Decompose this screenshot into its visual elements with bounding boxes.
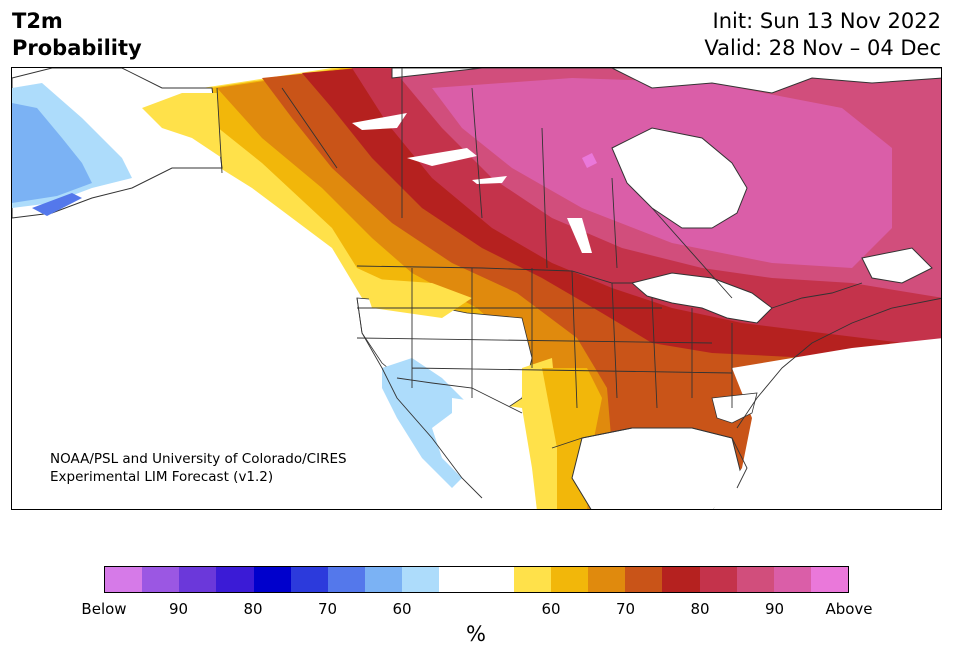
forecast-dates: Init: Sun 13 Nov 2022 Valid: 28 Nov – 04… bbox=[704, 8, 941, 62]
colorbar-tick-label: 90 bbox=[168, 600, 189, 618]
colorbar-tick-label: 60 bbox=[541, 600, 561, 618]
band-below-65-ak bbox=[32, 193, 82, 216]
colorbar-segment bbox=[513, 567, 551, 592]
colorbar-segment bbox=[327, 567, 366, 592]
coastline-pacific bbox=[356, 297, 483, 499]
canada-province-lines bbox=[281, 68, 733, 299]
colorbar-segment bbox=[105, 567, 143, 592]
colorbar-segment bbox=[550, 567, 589, 592]
credit-line-1: NOAA/PSL and University of Colorado/CIRE… bbox=[50, 451, 347, 467]
credit-line-2: Experimental LIM Forecast (v1.2) bbox=[50, 469, 274, 485]
colorbar-segment bbox=[699, 567, 737, 592]
atlantic-ocean bbox=[713, 338, 941, 509]
product-label: Probability bbox=[12, 36, 142, 60]
colorbar-segment bbox=[290, 567, 328, 592]
colorbar-segment bbox=[588, 567, 626, 592]
colorbar-segment bbox=[179, 567, 217, 592]
colorbar-unit-label: % bbox=[466, 622, 486, 646]
arctic-water bbox=[391, 68, 941, 94]
lake-athabasca bbox=[472, 176, 507, 184]
colorbar-segment bbox=[773, 567, 811, 592]
us-canada-border-east bbox=[771, 282, 863, 309]
colorbar-segment bbox=[476, 567, 514, 592]
pacific-ocean bbox=[12, 168, 511, 509]
credit-text: NOAA/PSL and University of Colorado/CIRE… bbox=[50, 450, 347, 486]
gulf-st-lawrence bbox=[861, 247, 933, 284]
borders bbox=[216, 68, 941, 499]
colorbar-segment bbox=[439, 567, 477, 592]
colorbar-tick-label: 70 bbox=[615, 600, 636, 618]
band-below-60-ak bbox=[12, 103, 92, 203]
forecast-map: NOAA/PSL and University of Colorado/CIRE… bbox=[11, 67, 942, 510]
lake-winnipeg bbox=[567, 218, 592, 253]
colorbar-tick-label: 70 bbox=[317, 600, 338, 618]
map-canvas bbox=[12, 68, 941, 509]
us-state-lines bbox=[356, 268, 733, 409]
colorbar-segment bbox=[142, 567, 180, 592]
colorbar-segment bbox=[736, 567, 774, 592]
band-below-55-sw bbox=[382, 358, 472, 488]
band-above-55-ak-east bbox=[142, 93, 222, 158]
colorbar-segment bbox=[216, 567, 254, 592]
probability-colorbar bbox=[104, 566, 849, 593]
colorbar-segment bbox=[365, 567, 403, 592]
valid-date: Valid: 28 Nov – 04 Dec bbox=[704, 36, 941, 60]
colorbar-segment bbox=[625, 567, 663, 592]
colorbar-tick-label: Above bbox=[825, 600, 873, 618]
great-lakes bbox=[630, 272, 773, 324]
colorbar-segment bbox=[810, 567, 849, 592]
great-slave-lake bbox=[352, 113, 407, 130]
gulf-of-mexico bbox=[571, 427, 743, 509]
colorbar-segment bbox=[253, 567, 291, 592]
alaska-border bbox=[216, 87, 223, 174]
mexico-neutral bbox=[452, 398, 537, 509]
hudson-bay bbox=[611, 127, 748, 229]
colorbar-tick-label: 90 bbox=[764, 600, 785, 618]
colorbar-tick-label: 80 bbox=[243, 600, 263, 618]
band-above-95 bbox=[582, 153, 597, 168]
variable-label: T2m bbox=[12, 9, 63, 33]
map-title: T2m Probability bbox=[12, 8, 142, 62]
coastline-gulf bbox=[551, 427, 748, 489]
great-bear-lake bbox=[407, 148, 477, 166]
colorbar-tick-label: 80 bbox=[690, 600, 710, 618]
colorbar-segment bbox=[662, 567, 700, 592]
init-date: Init: Sun 13 Nov 2022 bbox=[712, 9, 941, 33]
colorbar-tick-label: 60 bbox=[392, 600, 412, 618]
coastline-atlantic bbox=[736, 297, 941, 429]
colorbar-tick-label: Below bbox=[81, 600, 127, 618]
colorbar-segment bbox=[402, 567, 440, 592]
